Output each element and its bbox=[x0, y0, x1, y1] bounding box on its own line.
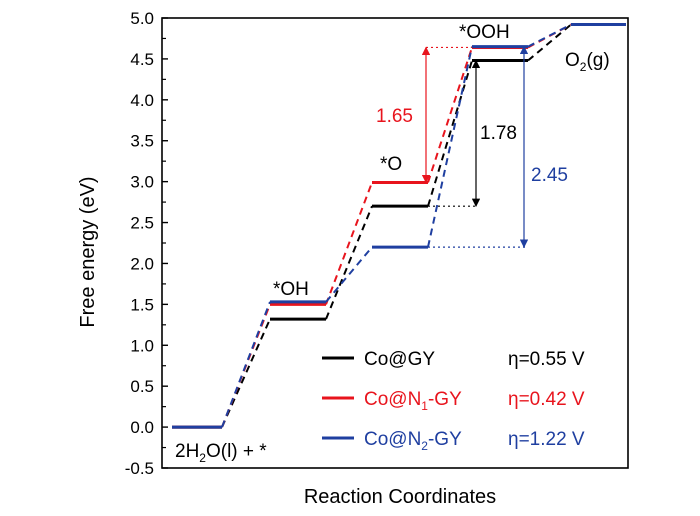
legend-label: Co@N1-GY bbox=[364, 389, 462, 413]
y-tick-label: 5.0 bbox=[130, 9, 154, 28]
y-tick-label: 4.5 bbox=[130, 50, 154, 69]
connector-line bbox=[325, 182, 373, 305]
legend-label: Co@GY bbox=[364, 349, 435, 370]
connector-line bbox=[325, 205, 373, 320]
y-tick-label: 2.5 bbox=[130, 214, 154, 233]
y-tick-label: 2.0 bbox=[130, 254, 154, 273]
y-tick-label: 1.0 bbox=[130, 336, 154, 355]
y-tick-label: 3.5 bbox=[130, 132, 154, 151]
x-axis-label: Reaction Coordinates bbox=[304, 486, 496, 508]
y-tick-label: 3.0 bbox=[130, 173, 154, 192]
step-label: *OOH bbox=[459, 22, 510, 43]
connector-line bbox=[427, 60, 473, 207]
legend-overpotential: η=0.55 V bbox=[508, 349, 585, 370]
legend-label: Co@N2-GY bbox=[364, 429, 462, 453]
y-tick-label: 1.5 bbox=[130, 295, 154, 314]
connector-line bbox=[427, 46, 473, 248]
axes: -0.5 0.0 0.5 1.0 1.5 2.0 2.5 3.0 3.5 4.0 4.5 5.0 bbox=[125, 9, 629, 478]
annotations: 1.65 1.78 2.45 bbox=[376, 45, 568, 248]
energy-gap-label: 1.78 bbox=[480, 123, 517, 144]
connector-line bbox=[527, 23, 572, 48]
step-label: 2H2O(l) + * bbox=[175, 441, 267, 465]
energy-gap-label: 2.45 bbox=[531, 165, 568, 186]
energy-gap-label: 1.65 bbox=[376, 106, 413, 127]
step-label: *O bbox=[380, 154, 402, 175]
y-tick-label: 0.0 bbox=[130, 418, 154, 437]
connector-line bbox=[325, 246, 373, 303]
y-axis-label: Free energy (eV) bbox=[77, 176, 99, 327]
y-tick-label: -0.5 bbox=[125, 459, 154, 478]
legend: Co@GY η=0.55 V Co@N1-GY η=0.42 V Co@N2-GY η=1… bbox=[322, 349, 585, 453]
legend-overpotential: η=0.42 V bbox=[508, 389, 585, 410]
y-tick-label: 4.0 bbox=[130, 91, 154, 110]
connector-line bbox=[427, 47, 473, 183]
connector-line bbox=[527, 23, 572, 62]
y-tick-label: 0.5 bbox=[130, 377, 154, 396]
connector-line bbox=[221, 318, 271, 428]
legend-overpotential: η=1.22 V bbox=[508, 429, 585, 450]
connector-line bbox=[221, 301, 271, 428]
step-label: O2(g) bbox=[565, 50, 610, 74]
step-label: *OH bbox=[273, 279, 309, 300]
energy-levels: 2H2O(l) + * *OH *O *OOH O2(g) bbox=[172, 22, 626, 465]
